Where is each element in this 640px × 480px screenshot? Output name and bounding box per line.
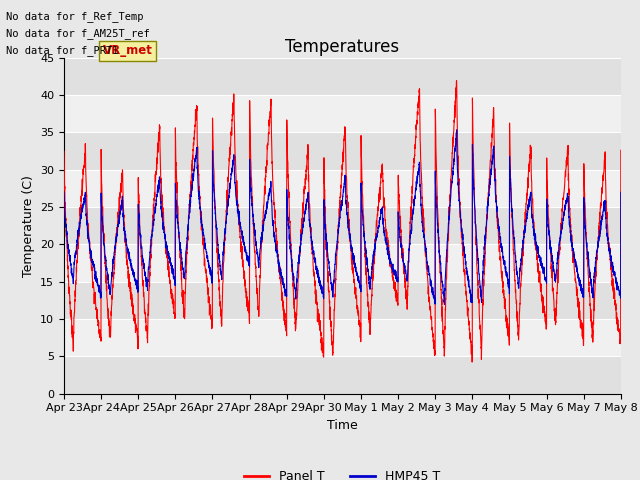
Bar	[64, 95, 621, 132]
Legend: Panel T, HMP45 T: Panel T, HMP45 T	[239, 465, 445, 480]
Bar	[64, 207, 621, 244]
Y-axis label: Temperature (C): Temperature (C)	[22, 175, 35, 276]
X-axis label: Time: Time	[327, 419, 358, 432]
Text: No data for f_AM25T_ref: No data for f_AM25T_ref	[6, 28, 150, 39]
Text: VR_met: VR_met	[103, 44, 153, 57]
Bar	[64, 319, 621, 356]
Title: Temperatures: Temperatures	[285, 38, 399, 56]
Bar	[64, 356, 621, 394]
Text: No data for f_Ref_Temp: No data for f_Ref_Temp	[6, 11, 144, 22]
Bar	[64, 282, 621, 319]
Bar	[64, 58, 621, 95]
Bar	[64, 244, 621, 282]
Text: No data for f_PRT1: No data for f_PRT1	[6, 45, 119, 56]
Bar	[64, 169, 621, 207]
Bar	[64, 132, 621, 169]
